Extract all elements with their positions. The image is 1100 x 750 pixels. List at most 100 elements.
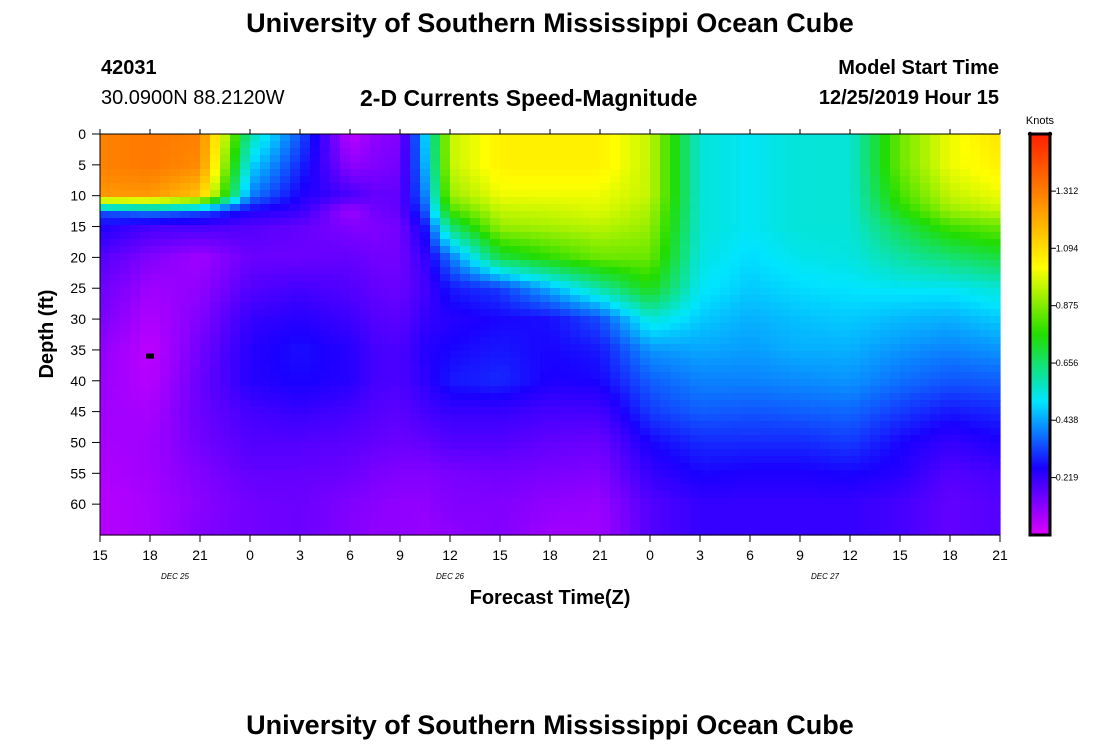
heatmap-cell xyxy=(130,379,141,387)
heatmap-cell xyxy=(660,533,671,536)
heatmap-cell xyxy=(900,498,911,506)
heatmap-cell xyxy=(900,169,911,177)
heatmap-cell xyxy=(430,162,441,170)
heatmap-cell xyxy=(640,491,651,499)
heatmap-cell xyxy=(470,519,481,527)
heatmap-cell xyxy=(460,281,471,289)
heatmap-cell xyxy=(590,526,601,534)
heatmap-cell xyxy=(580,442,591,450)
heatmap-cell xyxy=(380,302,391,310)
heatmap-cell xyxy=(220,533,231,536)
heatmap-cell xyxy=(210,484,221,492)
heatmap-cell xyxy=(650,267,661,275)
heatmap-cell xyxy=(110,183,121,191)
heatmap-cell xyxy=(950,281,961,289)
heatmap-cell xyxy=(150,414,161,422)
heatmap-cell xyxy=(250,288,261,296)
heatmap-cell xyxy=(630,484,641,492)
heatmap-cell xyxy=(400,477,411,485)
heatmap-cell xyxy=(370,148,381,156)
heatmap-cell xyxy=(690,218,701,226)
heatmap-cell xyxy=(330,232,341,240)
heatmap-cell xyxy=(890,428,901,436)
heatmap-cell xyxy=(310,505,321,513)
heatmap-cell xyxy=(680,141,691,149)
heatmap-cell xyxy=(560,183,571,191)
heatmap-cell xyxy=(780,281,791,289)
heatmap-cell xyxy=(950,323,961,331)
heatmap-cell xyxy=(940,428,951,436)
heatmap-cell xyxy=(670,211,681,219)
heatmap-cell xyxy=(440,169,451,177)
heatmap-cell xyxy=(660,169,671,177)
heatmap-cell xyxy=(290,456,301,464)
heatmap-cell xyxy=(620,309,631,317)
heatmap-cell xyxy=(900,456,911,464)
heatmap-cell xyxy=(850,526,861,534)
heatmap-cell xyxy=(250,414,261,422)
heatmap-cell xyxy=(180,267,191,275)
heatmap-cell xyxy=(750,526,761,534)
heatmap-cell xyxy=(160,505,171,513)
heatmap-cell xyxy=(720,470,731,478)
heatmap-cell xyxy=(630,414,641,422)
heatmap-cell xyxy=(760,190,771,198)
heatmap-cell xyxy=(200,218,211,226)
heatmap-cell xyxy=(470,218,481,226)
heatmap-cell xyxy=(890,323,901,331)
heatmap-cell xyxy=(100,386,111,394)
heatmap-cell xyxy=(870,449,881,457)
heatmap-cell xyxy=(430,470,441,478)
heatmap-cell xyxy=(210,498,221,506)
heatmap-cell xyxy=(810,295,821,303)
heatmap-cell xyxy=(260,351,271,359)
heatmap-cell xyxy=(760,449,771,457)
heatmap-cell xyxy=(780,365,791,373)
heatmap-cell xyxy=(930,155,941,163)
heatmap-cell xyxy=(330,344,341,352)
heatmap-cell xyxy=(230,183,241,191)
heatmap-cell xyxy=(110,134,121,142)
heatmap-cell xyxy=(320,288,331,296)
heatmap-cell xyxy=(800,491,811,499)
heatmap-cell xyxy=(550,428,561,436)
heatmap-cell xyxy=(160,379,171,387)
heatmap-cell xyxy=(390,246,401,254)
heatmap-cell xyxy=(390,225,401,233)
heatmap-cell xyxy=(490,141,501,149)
heatmap-cell xyxy=(740,393,751,401)
heatmap-cell xyxy=(570,456,581,464)
heatmap-cell xyxy=(320,344,331,352)
heatmap-cell xyxy=(350,239,361,247)
heatmap-cell xyxy=(530,470,541,478)
heatmap-cell xyxy=(930,148,941,156)
heatmap-cell xyxy=(290,512,301,520)
heatmap-cell xyxy=(910,372,921,380)
heatmap-cell xyxy=(410,169,421,177)
heatmap-cell xyxy=(690,162,701,170)
heatmap-cell xyxy=(490,470,501,478)
heatmap-cell xyxy=(550,365,561,373)
heatmap-cell xyxy=(570,484,581,492)
heatmap-cell xyxy=(950,309,961,317)
heatmap-cell xyxy=(210,302,221,310)
heatmap-cell xyxy=(830,365,841,373)
heatmap-cell xyxy=(560,330,571,338)
heatmap-cell xyxy=(520,386,531,394)
heatmap-cell xyxy=(880,414,891,422)
heatmap-cell xyxy=(410,204,421,212)
heatmap-cell xyxy=(150,484,161,492)
heatmap-cell xyxy=(950,274,961,282)
heatmap-cell xyxy=(100,456,111,464)
heatmap-cell xyxy=(460,498,471,506)
heatmap-cell xyxy=(740,526,751,534)
heatmap-cell xyxy=(780,309,791,317)
heatmap-cell xyxy=(320,428,331,436)
heatmap-cell xyxy=(380,386,391,394)
heatmap-cell xyxy=(190,505,201,513)
heatmap-cell xyxy=(720,379,731,387)
heatmap-cell xyxy=(300,281,311,289)
heatmap-cell xyxy=(710,351,721,359)
heatmap-cell xyxy=(270,400,281,408)
heatmap-cell xyxy=(250,533,261,536)
